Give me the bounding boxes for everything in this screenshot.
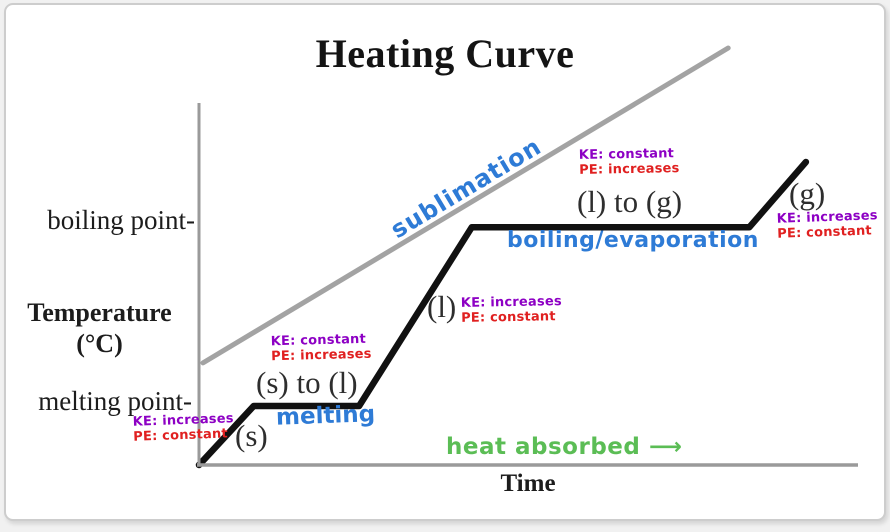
kepe-annotation-gas: KE: increases PE: constant	[776, 208, 879, 242]
phase-label-solid: (s)	[235, 418, 268, 453]
pe-text: PE: constant	[460, 308, 556, 326]
process-label-boiling-evaporation: boiling/evaporation	[507, 228, 759, 253]
melting-point-tick-label: melting point-	[38, 386, 192, 416]
kepe-annotation-liquid: KE: increases PE: constant	[460, 294, 562, 326]
pe-text: PE: increases	[270, 346, 372, 364]
phase-label-liquid: (l)	[427, 289, 457, 324]
pe-text: PE: increases	[578, 160, 680, 178]
y-axis-title-line2: (°C)	[76, 329, 123, 359]
kepe-annotation-melting: KE: constant PE: increases	[270, 332, 372, 365]
phase-label-solid-to-liquid: (s) to (l)	[256, 365, 358, 400]
x-axis-title: Time	[500, 470, 556, 497]
chart-title: Heating Curve	[315, 31, 575, 76]
heating-curve-line	[195, 158, 810, 469]
sublimation-line	[200, 45, 731, 366]
kepe-annotation-boiling: KE: constant PE: increases	[578, 146, 680, 178]
heat-absorbed-annotation: heat absorbed ⟶	[446, 434, 683, 460]
y-axis-title-line1: Temperature	[27, 298, 172, 327]
image-frame	[4, 3, 886, 521]
process-label-melting: melting	[275, 401, 376, 431]
phase-label-liquid-to-gas: (l) to (g)	[577, 184, 683, 219]
kepe-annotation-solid: KE: increases PE: constant	[132, 411, 235, 445]
boiling-point-tick-label: boiling point-	[47, 205, 195, 235]
phase-label-gas: (g)	[789, 176, 826, 211]
y-axis-title: Temperature (°C)	[12, 297, 187, 359]
